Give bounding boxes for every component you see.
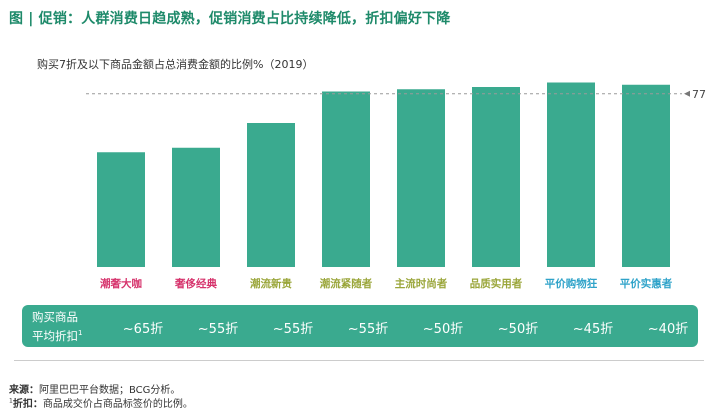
discount-value: ~55折 <box>347 322 389 337</box>
footnote-label: 折扣： <box>12 399 43 410</box>
discount-label-footnote: 1 <box>78 329 83 337</box>
bar-7 <box>547 82 595 267</box>
footnote-text: 商品成交价占商品标签价的比例。 <box>42 399 193 410</box>
footnote: 1折扣：商品成交价占商品标签价的比例。 <box>9 395 193 410</box>
discount-panel: 购买商品 平均折扣1 ~65折 ~55折 ~55折 ~55折 ~50折 ~50折… <box>22 305 698 347</box>
source-text: 阿里巴巴平台数据；BCG分析。 <box>39 385 181 396</box>
discount-value: ~45折 <box>572 322 614 337</box>
discount-value: ~50折 <box>497 322 539 337</box>
reference-arrow-icon <box>684 90 690 97</box>
chart-title: 购买7折及以下商品金额占总消费金额的比例%（2019） <box>37 58 314 71</box>
footnote-marker: 1 <box>9 397 13 405</box>
category-label: 平价购物狂 <box>545 277 598 290</box>
source-note: 来源：阿里巴巴平台数据；BCG分析。 <box>9 381 180 396</box>
reference-label: 77 <box>692 88 706 101</box>
category-label: 潮奢大咖 <box>100 277 142 290</box>
category-label: 平价实惠者 <box>620 277 673 290</box>
category-label: 品质实用者 <box>470 277 523 290</box>
discount-label-line2: 平均折扣 <box>32 328 78 343</box>
discount-label-line1: 购买商品 <box>32 310 78 324</box>
bar-5 <box>397 89 445 267</box>
category-label: 奢侈经典 <box>174 277 217 290</box>
bar-2 <box>172 147 220 267</box>
discount-value: ~40折 <box>647 322 689 337</box>
discount-value: ~55折 <box>272 322 314 337</box>
bar-8 <box>622 84 670 267</box>
discount-value: ~55折 <box>197 322 239 337</box>
bar-4 <box>322 91 370 267</box>
source-label: 来源： <box>9 385 39 396</box>
discount-row-label: 购买商品 平均折扣1 <box>32 309 110 344</box>
category-label: 潮流新贵 <box>250 277 292 290</box>
bar-3 <box>247 123 295 267</box>
bar-6 <box>472 87 520 267</box>
bar-chart: 潮奢大咖 奢侈经典 潮流新贵 潮流紧随者 主流时尚者 品质实用者 平价购物狂 平价实惠者 77 <box>86 82 706 290</box>
footer-divider <box>14 360 704 361</box>
bar-1 <box>97 152 145 267</box>
discount-value: ~65折 <box>122 322 164 337</box>
category-label: 潮流紧随者 <box>320 277 373 290</box>
category-label: 主流时尚者 <box>395 277 448 290</box>
page-title: 图 | 促销：人群消费日趋成熟，促销消费占比持续降低，折扣偏好下降 <box>9 11 451 27</box>
discount-value: ~50折 <box>422 322 464 337</box>
